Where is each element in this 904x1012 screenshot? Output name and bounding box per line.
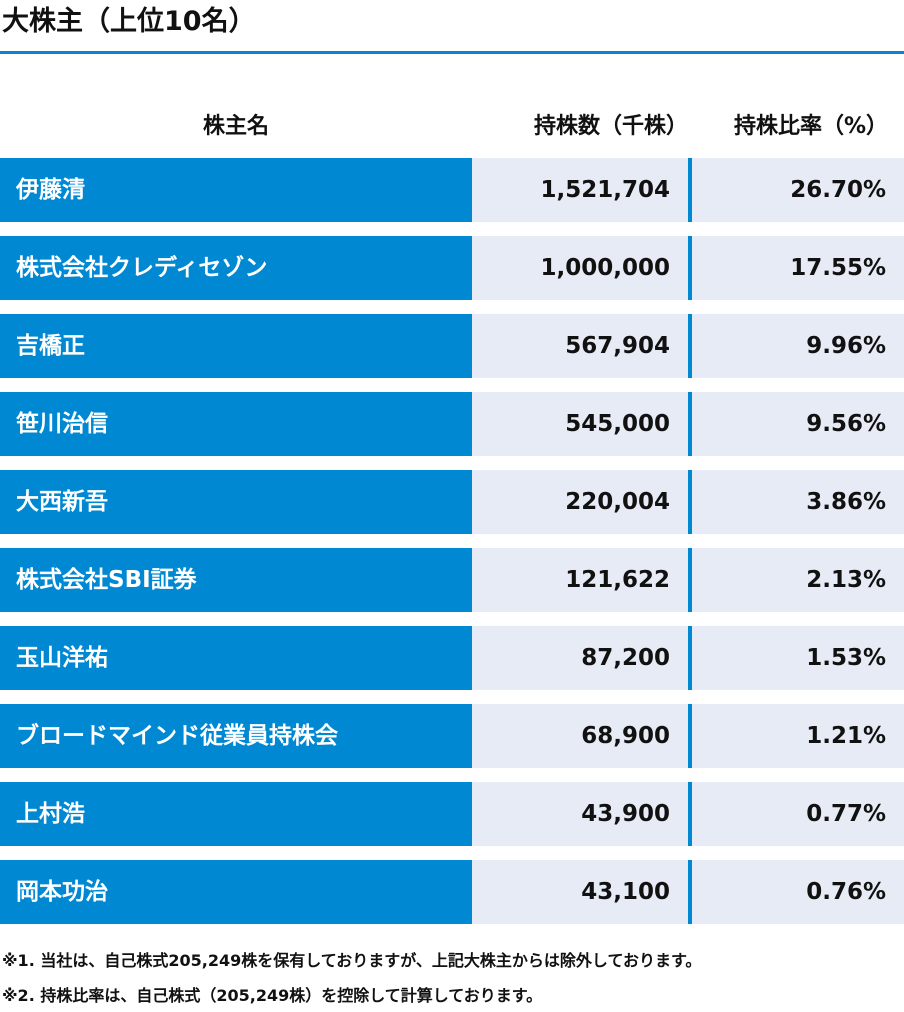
shares-held: 87,200 (472, 626, 688, 690)
shares-held: 220,004 (472, 470, 688, 534)
ownership-ratio: 1.21% (692, 704, 904, 768)
shareholder-name: 伊藤清 (0, 158, 472, 222)
title-rule (0, 51, 904, 54)
shares-held: 43,900 (472, 782, 688, 846)
ownership-ratio: 2.13% (692, 548, 904, 612)
shares-held: 68,900 (472, 704, 688, 768)
shares-held: 121,622 (472, 548, 688, 612)
column-header: 持株数（千株） (533, 114, 688, 139)
ownership-ratio: 0.77% (692, 782, 904, 846)
table-row: ブロードマインド従業員持株会 68,900 1.21% (0, 704, 904, 768)
ownership-ratio: 3.86% (692, 470, 904, 534)
shareholder-name: 吉橋正 (0, 314, 472, 378)
shareholder-name: 上村浩 (0, 782, 472, 846)
table-row: 上村浩 43,900 0.77% (0, 782, 904, 846)
table-row: 株式会社クレディセゾン 1,000,000 17.55% (0, 236, 904, 300)
shares-held: 567,904 (472, 314, 688, 378)
ownership-ratio: 9.56% (692, 392, 904, 456)
table-row: 吉橋正 567,904 9.96% (0, 314, 904, 378)
table-row: 笹川治信 545,000 9.56% (0, 392, 904, 456)
shares-held: 545,000 (472, 392, 688, 456)
column-header: 株主名 (202, 114, 269, 139)
ownership-ratio: 9.96% (692, 314, 904, 378)
shares-held: 1,521,704 (472, 158, 688, 222)
column-divider (688, 314, 692, 378)
column-divider (688, 158, 692, 222)
page-title: 大株主（上位10名） (2, 6, 256, 37)
ownership-ratio: 17.55% (692, 236, 904, 300)
shareholder-name: 大西新吾 (0, 470, 472, 534)
table-row: 岡本功治 43,100 0.76% (0, 860, 904, 924)
shareholder-name: 岡本功治 (0, 860, 472, 924)
ownership-ratio: 0.76% (692, 860, 904, 924)
column-divider (688, 782, 692, 846)
column-divider (688, 860, 692, 924)
shareholder-name: 笹川治信 (0, 392, 472, 456)
column-divider (688, 470, 692, 534)
shares-held: 43,100 (472, 860, 688, 924)
column-divider (688, 236, 692, 300)
shareholder-name: 株式会社SBI証券 (0, 548, 472, 612)
shares-held: 1,000,000 (472, 236, 688, 300)
table-row: 大西新吾 220,004 3.86% (0, 470, 904, 534)
table-row: 株式会社SBI証券 121,622 2.13% (0, 548, 904, 612)
footnote: ※1. 当社は、自己株式205,249株を保有しておりますが、上記大株主からは除… (2, 951, 702, 970)
ownership-ratio: 26.70% (692, 158, 904, 222)
shareholder-name: 玉山洋祐 (0, 626, 472, 690)
column-divider (688, 392, 692, 456)
column-divider (688, 548, 692, 612)
shareholder-name: ブロードマインド従業員持株会 (0, 704, 472, 768)
column-divider (688, 626, 692, 690)
table-row: 伊藤清 1,521,704 26.70% (0, 158, 904, 222)
ownership-ratio: 1.53% (692, 626, 904, 690)
column-divider (688, 704, 692, 768)
table-row: 玉山洋祐 87,200 1.53% (0, 626, 904, 690)
column-header: 持株比率（%） (733, 114, 888, 139)
footnote: ※2. 持株比率は、自己株式（205,249株）を控除して計算しております。 (2, 986, 543, 1005)
shareholder-name: 株式会社クレディセゾン (0, 236, 472, 300)
